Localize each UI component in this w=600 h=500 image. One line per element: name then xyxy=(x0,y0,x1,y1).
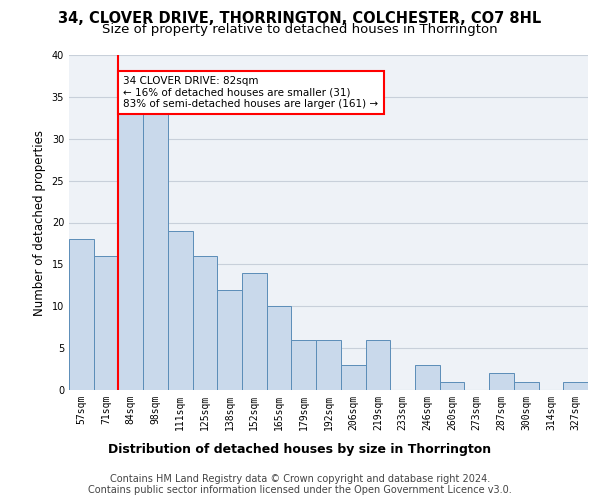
Text: Distribution of detached houses by size in Thorrington: Distribution of detached houses by size … xyxy=(109,442,491,456)
Bar xyxy=(292,340,316,390)
Bar xyxy=(365,340,390,390)
Bar xyxy=(341,365,365,390)
Bar xyxy=(514,382,539,390)
Bar xyxy=(217,290,242,390)
Text: Size of property relative to detached houses in Thorrington: Size of property relative to detached ho… xyxy=(102,22,498,36)
Bar xyxy=(69,240,94,390)
Bar xyxy=(94,256,118,390)
Bar xyxy=(440,382,464,390)
Y-axis label: Number of detached properties: Number of detached properties xyxy=(33,130,46,316)
Bar xyxy=(415,365,440,390)
Bar xyxy=(143,114,168,390)
Text: Contains public sector information licensed under the Open Government Licence v3: Contains public sector information licen… xyxy=(88,485,512,495)
Bar xyxy=(242,273,267,390)
Bar xyxy=(118,114,143,390)
Bar xyxy=(489,373,514,390)
Bar xyxy=(267,306,292,390)
Bar xyxy=(168,231,193,390)
Bar xyxy=(193,256,217,390)
Text: 34, CLOVER DRIVE, THORRINGTON, COLCHESTER, CO7 8HL: 34, CLOVER DRIVE, THORRINGTON, COLCHESTE… xyxy=(58,11,542,26)
Bar xyxy=(563,382,588,390)
Text: 34 CLOVER DRIVE: 82sqm
← 16% of detached houses are smaller (31)
83% of semi-det: 34 CLOVER DRIVE: 82sqm ← 16% of detached… xyxy=(124,76,379,109)
Text: Contains HM Land Registry data © Crown copyright and database right 2024.: Contains HM Land Registry data © Crown c… xyxy=(110,474,490,484)
Bar xyxy=(316,340,341,390)
